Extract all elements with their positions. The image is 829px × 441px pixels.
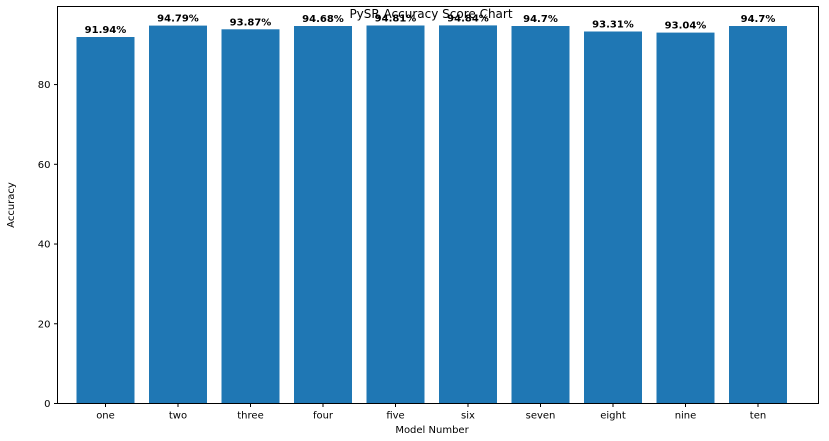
x-tick-label-seven: seven xyxy=(526,411,556,422)
bar-five xyxy=(366,25,425,404)
bars-group xyxy=(76,25,787,404)
y-tick-label-80: 80 xyxy=(38,80,51,91)
data-label-five: 94.81% xyxy=(375,14,417,25)
bar-ten xyxy=(729,26,787,404)
data-labels-group: 91.94% 94.79% 93.87% 94.68% 94.81% 94.84% 94.7… xyxy=(85,13,776,36)
data-label-nine: 93.04% xyxy=(665,21,707,32)
plot-frame xyxy=(57,6,819,404)
y-tick-label-20: 20 xyxy=(38,319,51,330)
x-tick-label-nine: nine xyxy=(675,411,697,422)
x-axis-label: Model Number xyxy=(395,425,469,436)
data-label-seven: 94.7% xyxy=(523,14,558,25)
data-label-six: 94.84% xyxy=(447,13,489,24)
bar-one xyxy=(76,37,135,404)
data-label-three: 93.87% xyxy=(230,17,272,28)
x-tick-label-one: one xyxy=(96,411,115,422)
bar-nine xyxy=(656,32,715,404)
x-tick-label-eight: eight xyxy=(600,411,626,422)
x-tick-label-five: five xyxy=(386,411,404,422)
chart-title: PySR Accuracy Score Chart xyxy=(349,7,512,21)
x-tick-label-six: six xyxy=(461,411,475,422)
data-label-two: 94.79% xyxy=(157,14,199,25)
x-tick-label-three: three xyxy=(237,411,263,422)
y-tick-label-40: 40 xyxy=(38,240,51,251)
bar-two xyxy=(149,25,207,404)
x-tick-label-ten: ten xyxy=(750,411,766,422)
data-label-ten: 94.7% xyxy=(741,14,776,25)
x-tick-label-four: four xyxy=(313,411,334,422)
x-axis-ticks: one two three four five six seven eight nine ten xyxy=(96,403,766,422)
data-label-one: 91.94% xyxy=(85,25,127,36)
data-label-four: 94.68% xyxy=(302,14,344,25)
y-axis-label: Accuracy xyxy=(6,182,17,228)
bar-six xyxy=(439,25,497,404)
y-tick-label-0: 0 xyxy=(44,399,50,410)
bar-seven xyxy=(511,26,570,404)
y-axis-ticks: 0 20 40 60 80 xyxy=(38,80,58,410)
x-tick-label-two: two xyxy=(169,411,187,422)
y-tick-label-60: 60 xyxy=(38,160,51,171)
bar-eight xyxy=(584,31,642,404)
bar-four xyxy=(294,26,352,404)
bar-three xyxy=(221,29,280,404)
data-label-eight: 93.31% xyxy=(592,20,634,31)
